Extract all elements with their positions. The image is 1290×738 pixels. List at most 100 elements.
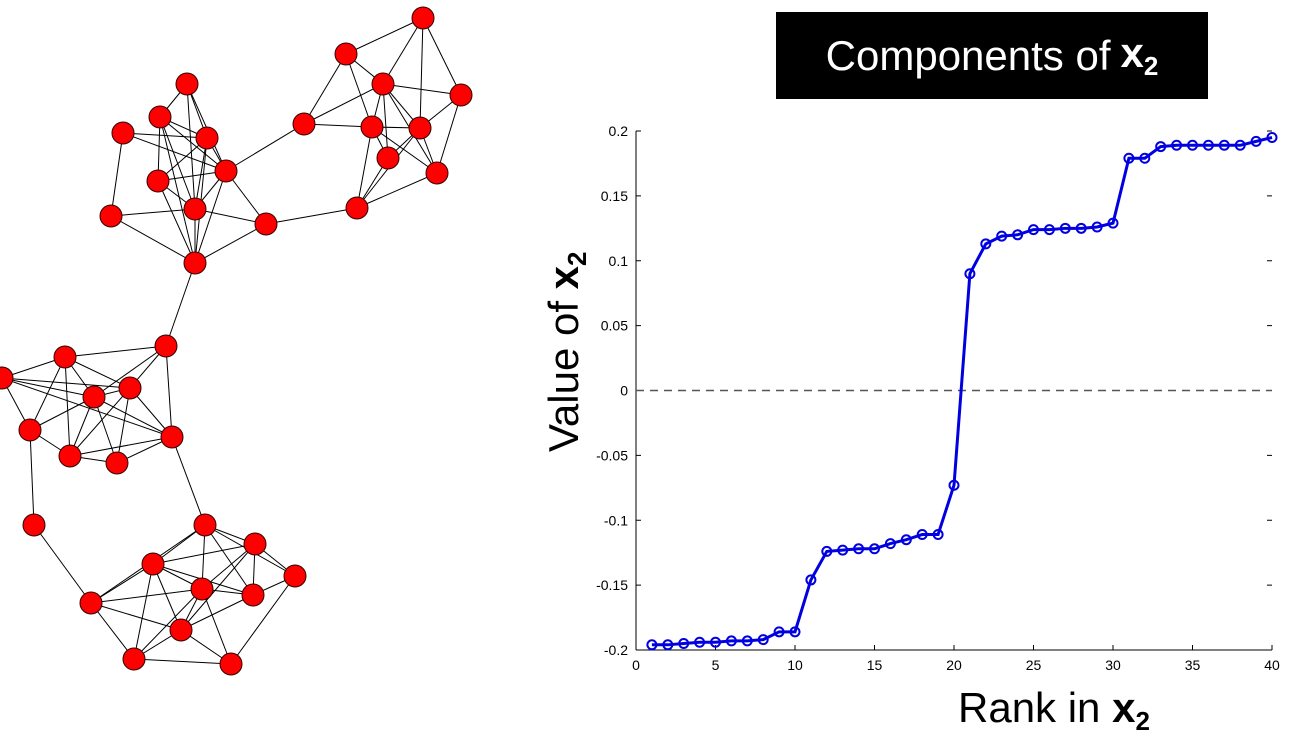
network-edge <box>93 396 173 438</box>
network-node <box>292 112 316 136</box>
network-edge <box>159 116 196 264</box>
network-node <box>58 444 82 468</box>
data-point <box>948 479 960 491</box>
network-edge <box>194 223 267 264</box>
data-point <box>1187 139 1198 151</box>
y-tick-label: 0 <box>620 383 628 399</box>
x-tick-label: 25 <box>1026 657 1042 673</box>
data-point <box>964 268 976 280</box>
network-edge <box>133 658 232 665</box>
network-node <box>283 564 307 588</box>
network-edge <box>29 396 95 431</box>
data-point <box>1139 152 1151 164</box>
data-point <box>757 634 769 646</box>
data-point <box>1012 229 1024 241</box>
data-point <box>837 544 849 556</box>
network-node <box>18 418 42 442</box>
x-tick-label: 20 <box>946 657 962 673</box>
network-edge <box>159 116 227 172</box>
x-tick-label: 30 <box>1105 657 1121 673</box>
x-tick-label: 40 <box>1264 657 1280 673</box>
network-node <box>111 121 135 145</box>
data-point <box>869 543 880 555</box>
data-point <box>710 636 721 648</box>
network-edge <box>345 53 373 128</box>
network-node <box>118 376 142 400</box>
data-point <box>805 574 817 586</box>
network-edge <box>152 563 182 631</box>
network-edge <box>194 170 227 264</box>
network-edge <box>1 377 95 398</box>
network-edge <box>133 588 203 660</box>
network-edge <box>90 588 203 604</box>
network-node <box>219 652 243 676</box>
network-edge <box>157 180 196 264</box>
network-edge <box>29 429 35 526</box>
network-node <box>79 591 103 615</box>
data-point <box>1075 222 1087 234</box>
data-point <box>1155 141 1167 153</box>
network-node <box>169 618 193 642</box>
network-edge <box>371 126 438 174</box>
network-edge <box>110 208 196 217</box>
data-point <box>900 534 912 546</box>
network-nodes <box>0 6 473 676</box>
network-node <box>154 334 178 358</box>
network-edge <box>171 436 206 526</box>
network-node <box>195 126 219 150</box>
series-x2 <box>646 131 1278 651</box>
network-edge <box>230 575 296 665</box>
data-point <box>678 638 690 650</box>
data-point <box>1043 224 1055 236</box>
network-edge <box>382 17 424 85</box>
network-node <box>193 513 217 537</box>
chart-ticks: 0.20.150.10.050-0.05-0.1-0.15-0.20 5 10 15 2… <box>596 123 1280 673</box>
network-edge <box>90 602 135 660</box>
network-node <box>190 577 214 601</box>
network-edge <box>110 132 124 217</box>
y-tick-label: 0.1 <box>609 253 629 269</box>
data-point <box>1218 139 1230 151</box>
network-edge <box>116 387 131 464</box>
x-tick-label: 10 <box>787 657 803 673</box>
network-node <box>141 552 165 576</box>
data-point <box>646 639 658 651</box>
data-point <box>694 636 706 648</box>
network-edge <box>64 356 71 457</box>
network-node <box>360 115 384 139</box>
data-point <box>1028 224 1039 236</box>
network-node <box>425 161 449 185</box>
y-axis-title: Value of x2 <box>540 251 592 452</box>
data-point <box>1266 131 1278 143</box>
network-edge <box>93 345 167 398</box>
network-node <box>99 204 123 228</box>
network-node <box>345 196 369 220</box>
chart-title: Components of x2 <box>776 12 1208 99</box>
network-node <box>0 366 14 390</box>
network-edge <box>122 132 208 139</box>
network-edge <box>93 396 118 464</box>
network-edge <box>194 137 208 210</box>
network-node <box>175 72 199 96</box>
title-variable: x2 <box>1120 29 1159 81</box>
network-edge <box>64 345 167 358</box>
y-tick-label: 0.15 <box>601 188 628 204</box>
network-node <box>214 159 238 183</box>
network-edge <box>265 207 358 225</box>
network-edge <box>180 543 256 631</box>
network-node <box>160 425 184 449</box>
network-node <box>334 42 358 66</box>
data-point <box>932 529 944 541</box>
network-edge <box>419 17 424 129</box>
network-edge <box>345 17 424 55</box>
network-edge <box>422 17 462 96</box>
network-edge <box>303 53 347 125</box>
y-tick-label: -0.05 <box>596 447 628 463</box>
data-point <box>662 639 674 651</box>
network-edge <box>33 524 92 604</box>
network-node <box>183 251 207 275</box>
data-point <box>884 538 896 550</box>
y-tick-label: -0.1 <box>604 512 628 528</box>
network-edge <box>356 172 438 209</box>
data-point <box>1250 135 1262 147</box>
